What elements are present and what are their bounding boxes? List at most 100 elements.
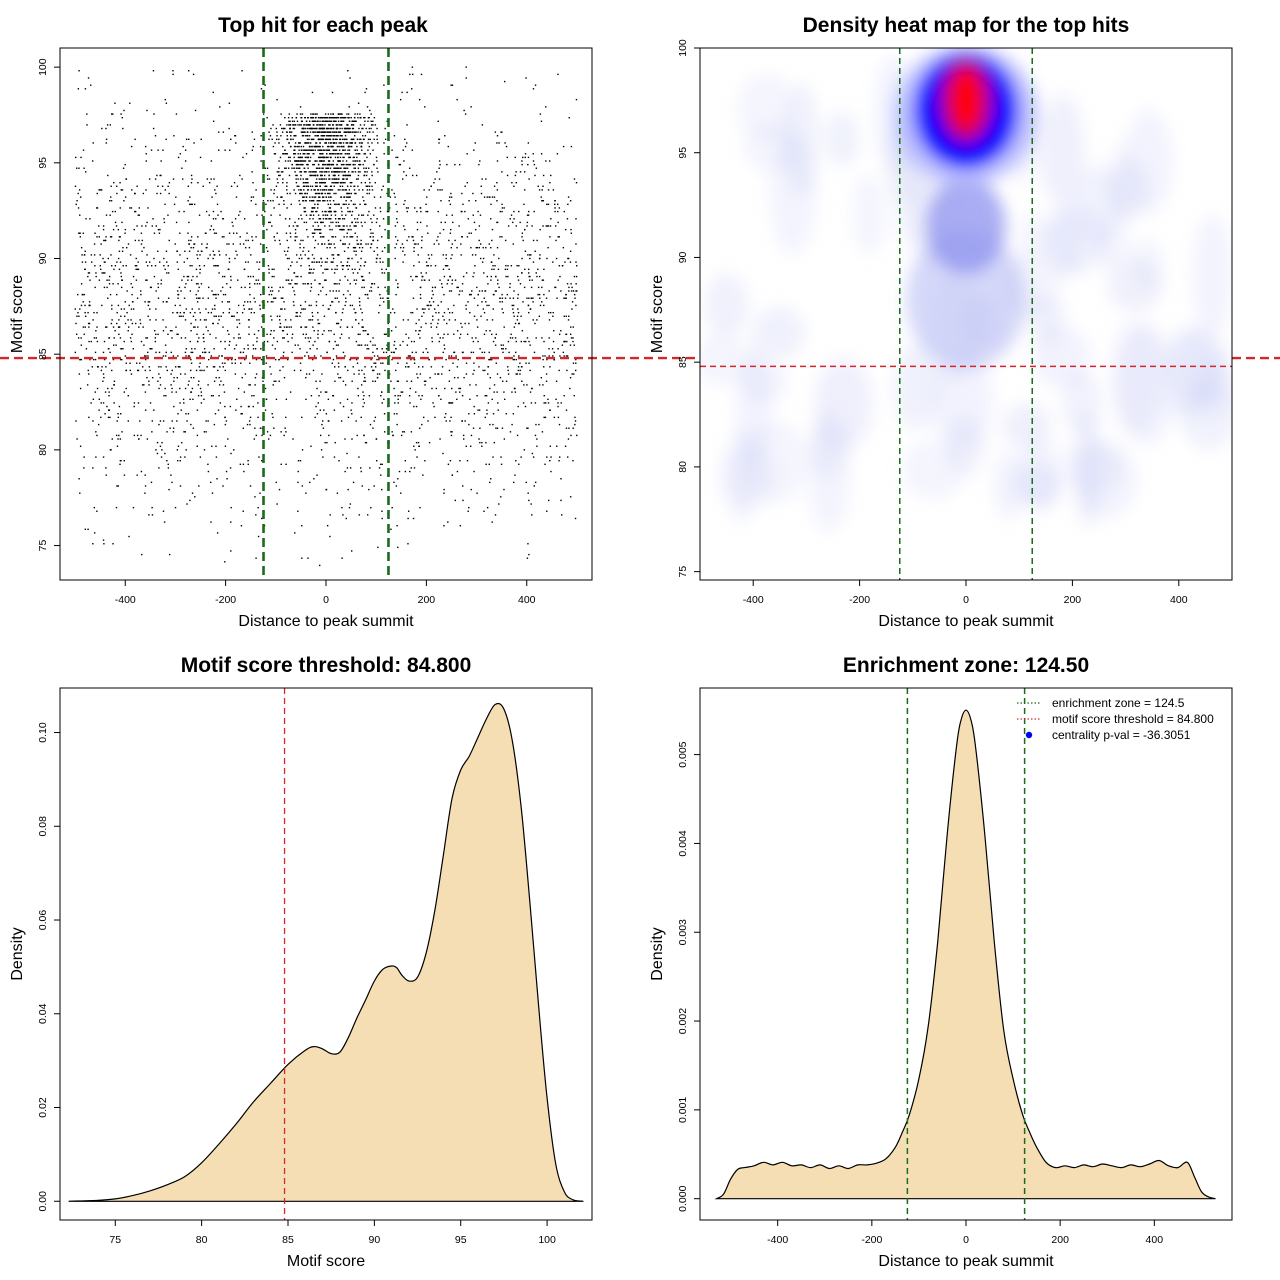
- scatter-point: [336, 283, 338, 285]
- scatter-point: [419, 297, 422, 299]
- scatter-point: [190, 376, 192, 379]
- scatter-point: [84, 261, 87, 263]
- scatter-point: [431, 340, 434, 343]
- scatter-point: [114, 330, 116, 332]
- scatter-point: [321, 174, 323, 177]
- scatter-point: [224, 561, 226, 563]
- scatter-point: [483, 272, 485, 274]
- y-tick-label: 0.08: [37, 816, 49, 837]
- scatter-point: [251, 236, 253, 238]
- scatter-point: [284, 308, 286, 310]
- scatter-point: [374, 362, 377, 364]
- scatter-point: [406, 344, 409, 346]
- scatter-point: [192, 315, 195, 317]
- scatter-point: [145, 355, 147, 357]
- scatter-point: [552, 315, 554, 317]
- scatter-point: [566, 369, 568, 372]
- scatter-point: [346, 326, 349, 328]
- scatter-point: [373, 163, 375, 166]
- scatter-point: [274, 358, 277, 361]
- scatter-point: [373, 420, 375, 422]
- scatter-point: [339, 160, 341, 162]
- scatter-point: [273, 337, 275, 339]
- scatter-point: [552, 340, 555, 343]
- scatter-point: [117, 438, 119, 440]
- scatter-point: [303, 246, 305, 249]
- scatter-point: [325, 135, 328, 137]
- scatter-point: [526, 337, 529, 339]
- scatter-point: [319, 185, 321, 187]
- scatter-point: [333, 120, 335, 122]
- scatter-point: [185, 348, 188, 350]
- scatter-point: [230, 506, 232, 509]
- scatter-point: [310, 189, 313, 191]
- scatter-point: [318, 200, 320, 202]
- scatter-point: [131, 286, 134, 289]
- scatter-point: [349, 181, 352, 184]
- scatter-point: [386, 297, 389, 299]
- scatter-point: [350, 185, 352, 187]
- scatter-point: [294, 135, 296, 137]
- scatter-point: [324, 261, 327, 263]
- scatter-point: [450, 257, 452, 260]
- scatter-point: [363, 160, 366, 162]
- scatter-point: [192, 427, 195, 429]
- scatter-point: [278, 358, 280, 361]
- scatter-point: [392, 308, 394, 310]
- scatter-point: [264, 387, 267, 390]
- scatter-point: [285, 167, 287, 169]
- scatter-point: [176, 333, 178, 336]
- scatter-point: [336, 167, 338, 169]
- scatter-point: [573, 293, 576, 296]
- scatter-point: [98, 189, 100, 191]
- scatter-point: [239, 463, 242, 466]
- scatter-point: [221, 355, 223, 357]
- scatter-point: [317, 196, 320, 198]
- scatter-point: [367, 348, 370, 350]
- scatter-point: [123, 200, 125, 202]
- scatter-point: [198, 337, 200, 339]
- scatter-point: [311, 232, 314, 234]
- heat-background-blob: [700, 336, 747, 385]
- scatter-point: [404, 470, 407, 473]
- scatter-point: [133, 434, 136, 437]
- scatter-point: [195, 268, 198, 271]
- scatter-point: [300, 131, 303, 133]
- y-tick-label: 100: [677, 39, 689, 57]
- scatter-point: [331, 254, 333, 256]
- scatter-point: [542, 225, 544, 227]
- scatter-point: [165, 326, 167, 328]
- scatter-point: [336, 163, 338, 166]
- scatter-point: [358, 163, 360, 166]
- scatter-point: [397, 546, 399, 549]
- scatter-point: [547, 246, 549, 249]
- scatter-point: [155, 290, 157, 292]
- scatter-point: [363, 153, 365, 155]
- scatter-point: [431, 290, 434, 292]
- scatter-point: [110, 322, 113, 325]
- scatter-point: [525, 77, 527, 79]
- scatter-point: [506, 268, 509, 271]
- scatter-point: [244, 373, 247, 375]
- scatter-point: [299, 369, 302, 372]
- scatter-point: [501, 210, 503, 213]
- scatter-point: [547, 189, 550, 191]
- scatter-point: [194, 326, 196, 328]
- scatter-point: [263, 340, 266, 343]
- scatter-point: [345, 163, 347, 166]
- scatter-point: [478, 409, 481, 411]
- scatter-point: [309, 149, 311, 151]
- scatter-point: [139, 420, 141, 422]
- scatter-point: [308, 127, 311, 130]
- scatter-point: [261, 460, 263, 462]
- scatter-point: [381, 268, 383, 271]
- scatter-point: [331, 178, 333, 180]
- scatter-point: [363, 200, 365, 202]
- scatter-point: [96, 311, 98, 314]
- scatter-point: [344, 275, 346, 278]
- heat-background-blob: [1002, 402, 1052, 451]
- scatter-point: [444, 348, 446, 350]
- scatter-point: [338, 203, 340, 206]
- scatter-point: [286, 189, 288, 191]
- scatter-point: [222, 366, 224, 368]
